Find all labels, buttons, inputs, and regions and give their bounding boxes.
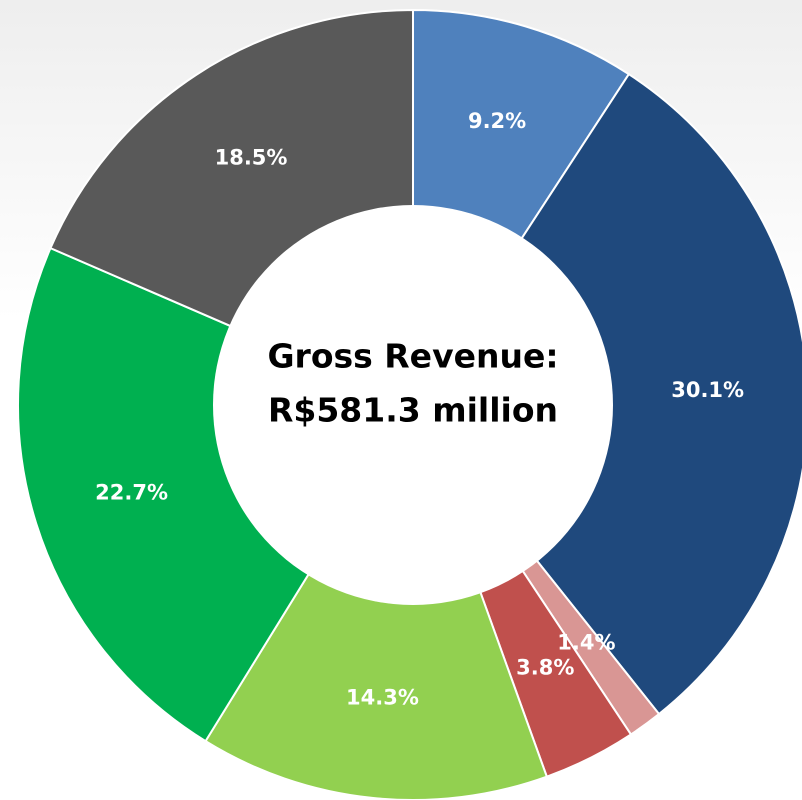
- data-label: 14.3%: [346, 685, 419, 709]
- center-text: Gross Revenue:: [267, 337, 558, 376]
- center-text: R$581.3 million: [268, 391, 558, 430]
- data-label: 1.4%: [557, 631, 615, 655]
- donut-hole: [213, 205, 613, 605]
- data-label: 9.2%: [468, 109, 526, 133]
- data-label: 30.1%: [671, 378, 744, 402]
- data-label: 22.7%: [95, 481, 168, 505]
- data-label: 18.5%: [215, 145, 288, 169]
- slice: [204, 402, 549, 800]
- data-label: 3.8%: [516, 656, 574, 680]
